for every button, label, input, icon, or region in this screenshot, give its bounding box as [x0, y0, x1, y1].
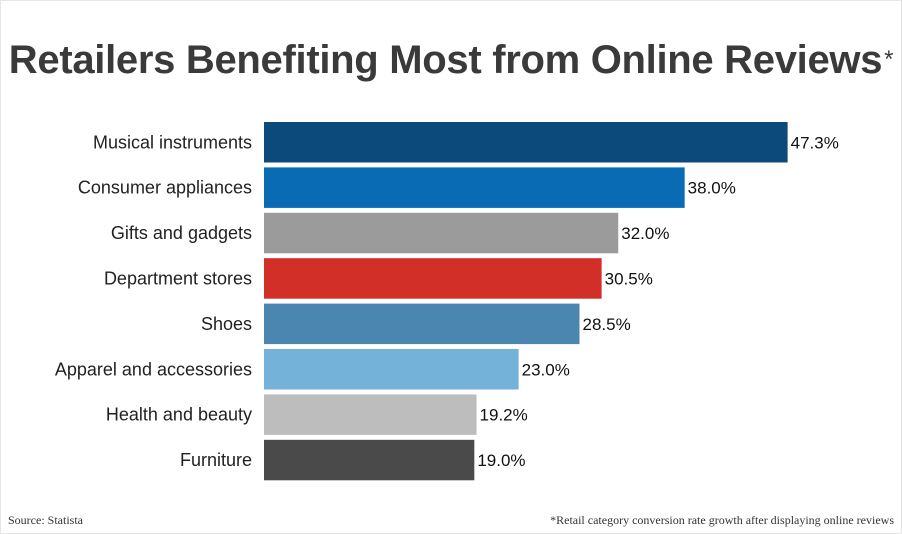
- bar-apparel-and-accessories: [264, 349, 519, 390]
- bar-consumer-appliances: [264, 167, 685, 208]
- category-label-gifts-and-gadgets: Gifts and gadgets: [111, 223, 252, 243]
- title-footnote-marker: *: [884, 46, 894, 73]
- category-label-musical-instruments: Musical instruments: [93, 132, 252, 152]
- category-label-consumer-appliances: Consumer appliances: [78, 178, 252, 198]
- footnote-note: *Retail category conversion rate growth …: [550, 513, 894, 527]
- value-label-furniture: 19.0%: [477, 451, 525, 470]
- bar-shoes: [264, 303, 580, 345]
- value-label-apparel-and-accessories: 23.0%: [522, 360, 570, 379]
- value-label-consumer-appliances: 38.0%: [688, 179, 736, 198]
- source-note: Source: Statista: [8, 513, 83, 527]
- value-label-musical-instruments: 47.3%: [791, 133, 839, 152]
- bar-musical-instruments: [264, 122, 788, 163]
- bar-health-and-beauty: [264, 394, 477, 435]
- value-label-department-stores: 30.5%: [605, 269, 653, 288]
- chart-title-text: Retailers Benefiting Most from Online Re…: [8, 38, 883, 82]
- category-label-apparel-and-accessories: Apparel and accessories: [55, 359, 252, 379]
- chart-title: Retailers Benefiting Most from Online Re…: [0, 38, 902, 83]
- category-label-health-and-beauty: Health and beauty: [106, 405, 252, 425]
- value-label-shoes: 28.5%: [582, 315, 630, 334]
- bar-furniture: [264, 439, 475, 481]
- value-label-health-and-beauty: 19.2%: [480, 406, 528, 425]
- value-label-gifts-and-gadgets: 32.0%: [621, 224, 669, 243]
- category-label-shoes: Shoes: [201, 314, 252, 334]
- bar-department-stores: [264, 258, 602, 299]
- category-label-department-stores: Department stores: [104, 268, 252, 288]
- bar-gifts-and-gadgets: [264, 212, 619, 254]
- category-label-furniture: Furniture: [180, 450, 252, 470]
